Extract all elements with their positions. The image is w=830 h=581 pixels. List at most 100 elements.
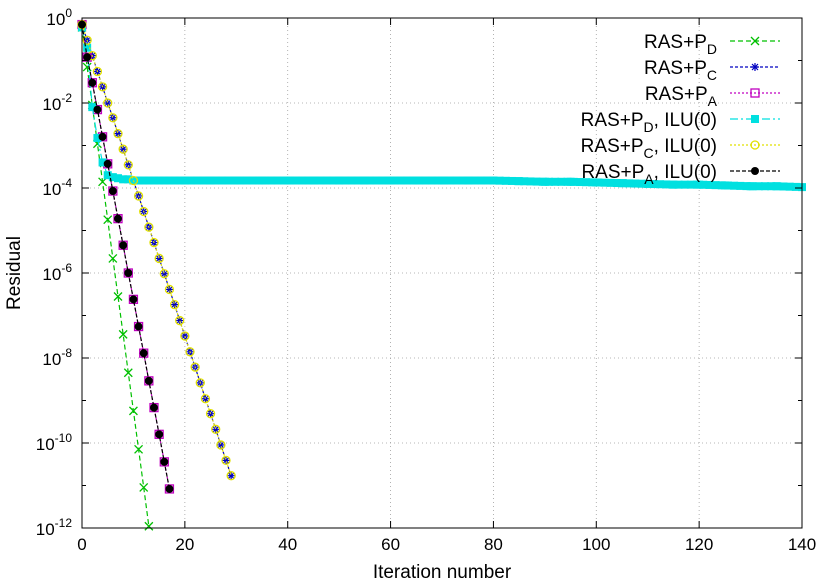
data-point bbox=[489, 176, 498, 185]
data-point bbox=[159, 269, 169, 279]
data-point bbox=[150, 403, 158, 412]
data-point bbox=[200, 394, 211, 404]
data-point bbox=[501, 176, 510, 185]
data-point bbox=[134, 444, 144, 454]
data-point bbox=[160, 269, 169, 278]
data-point bbox=[372, 176, 381, 185]
data-point bbox=[227, 471, 236, 480]
x-tick-label: 120 bbox=[685, 535, 713, 554]
data-point bbox=[575, 178, 584, 187]
x-tick-label: 40 bbox=[278, 535, 297, 554]
data-point bbox=[160, 176, 169, 185]
legend-label: RAS+PD bbox=[644, 32, 717, 57]
data-point bbox=[751, 167, 759, 175]
data-point bbox=[195, 378, 205, 388]
data-point bbox=[736, 181, 745, 190]
data-point bbox=[785, 182, 794, 191]
series-layer bbox=[77, 19, 806, 531]
data-point bbox=[335, 176, 344, 185]
y-tick-label: 10-8 bbox=[42, 346, 72, 369]
data-point bbox=[767, 182, 776, 191]
data-point bbox=[205, 409, 216, 419]
y-tick-label: 10-10 bbox=[36, 431, 73, 454]
data-point bbox=[538, 177, 547, 186]
data-point bbox=[103, 99, 112, 107]
data-point bbox=[791, 182, 800, 191]
data-point bbox=[353, 176, 362, 185]
data-point bbox=[452, 176, 461, 185]
data-point bbox=[742, 182, 751, 191]
data-point bbox=[403, 176, 412, 185]
series-5 bbox=[78, 20, 174, 493]
data-point bbox=[128, 406, 138, 416]
data-point bbox=[378, 176, 387, 185]
data-point bbox=[304, 176, 313, 185]
data-point bbox=[637, 179, 646, 188]
data-point bbox=[544, 177, 553, 186]
data-point bbox=[180, 331, 190, 341]
legend-label: RAS+PA bbox=[645, 84, 718, 109]
data-point bbox=[582, 178, 590, 187]
data-point bbox=[150, 176, 158, 185]
data-point bbox=[458, 176, 467, 185]
data-point bbox=[723, 181, 732, 190]
data-point bbox=[557, 177, 566, 186]
data-point bbox=[569, 177, 578, 186]
data-point bbox=[169, 300, 180, 310]
data-point bbox=[298, 176, 307, 185]
data-point bbox=[526, 177, 535, 186]
data-point bbox=[164, 284, 175, 295]
legend-label: RAS+PD, ILU(0) bbox=[581, 110, 717, 135]
data-point bbox=[124, 160, 133, 169]
y-tick-label: 10-2 bbox=[42, 91, 72, 114]
x-tick-label: 140 bbox=[788, 535, 816, 554]
data-point bbox=[224, 176, 233, 185]
data-point bbox=[211, 176, 220, 185]
data-point bbox=[446, 176, 455, 185]
data-point bbox=[123, 368, 133, 378]
data-point bbox=[600, 178, 609, 187]
data-point bbox=[341, 176, 350, 185]
data-point bbox=[128, 175, 139, 186]
data-point bbox=[699, 180, 708, 189]
data-point bbox=[187, 176, 196, 185]
data-point bbox=[366, 176, 374, 185]
data-point bbox=[124, 269, 133, 277]
data-point bbox=[175, 176, 184, 185]
data-point bbox=[83, 43, 92, 52]
legend-label: RAS+PC bbox=[644, 58, 717, 83]
data-point bbox=[139, 206, 149, 217]
data-point bbox=[170, 300, 179, 309]
data-point bbox=[103, 215, 113, 225]
data-point bbox=[693, 180, 702, 189]
data-point bbox=[384, 176, 393, 185]
data-point bbox=[193, 176, 202, 185]
data-point bbox=[165, 285, 174, 294]
data-point bbox=[139, 482, 149, 492]
data-point bbox=[114, 214, 122, 223]
data-point bbox=[619, 179, 628, 188]
data-point bbox=[754, 182, 763, 191]
data-point bbox=[347, 176, 356, 185]
data-point bbox=[108, 113, 117, 122]
data-point bbox=[144, 521, 154, 531]
data-point bbox=[103, 159, 112, 168]
data-point bbox=[108, 173, 117, 182]
data-point bbox=[123, 160, 133, 170]
data-point bbox=[643, 179, 652, 188]
data-point bbox=[686, 180, 695, 189]
data-point bbox=[170, 176, 179, 185]
data-point bbox=[514, 177, 523, 186]
data-point bbox=[748, 182, 757, 191]
data-point bbox=[160, 457, 169, 466]
data-point bbox=[316, 176, 325, 185]
data-point bbox=[222, 456, 230, 465]
data-point bbox=[532, 177, 541, 186]
data-point bbox=[390, 176, 399, 185]
data-point bbox=[680, 180, 689, 189]
data-point bbox=[118, 329, 128, 339]
data-point bbox=[310, 176, 319, 185]
data-point bbox=[114, 129, 122, 138]
data-point bbox=[199, 176, 208, 185]
